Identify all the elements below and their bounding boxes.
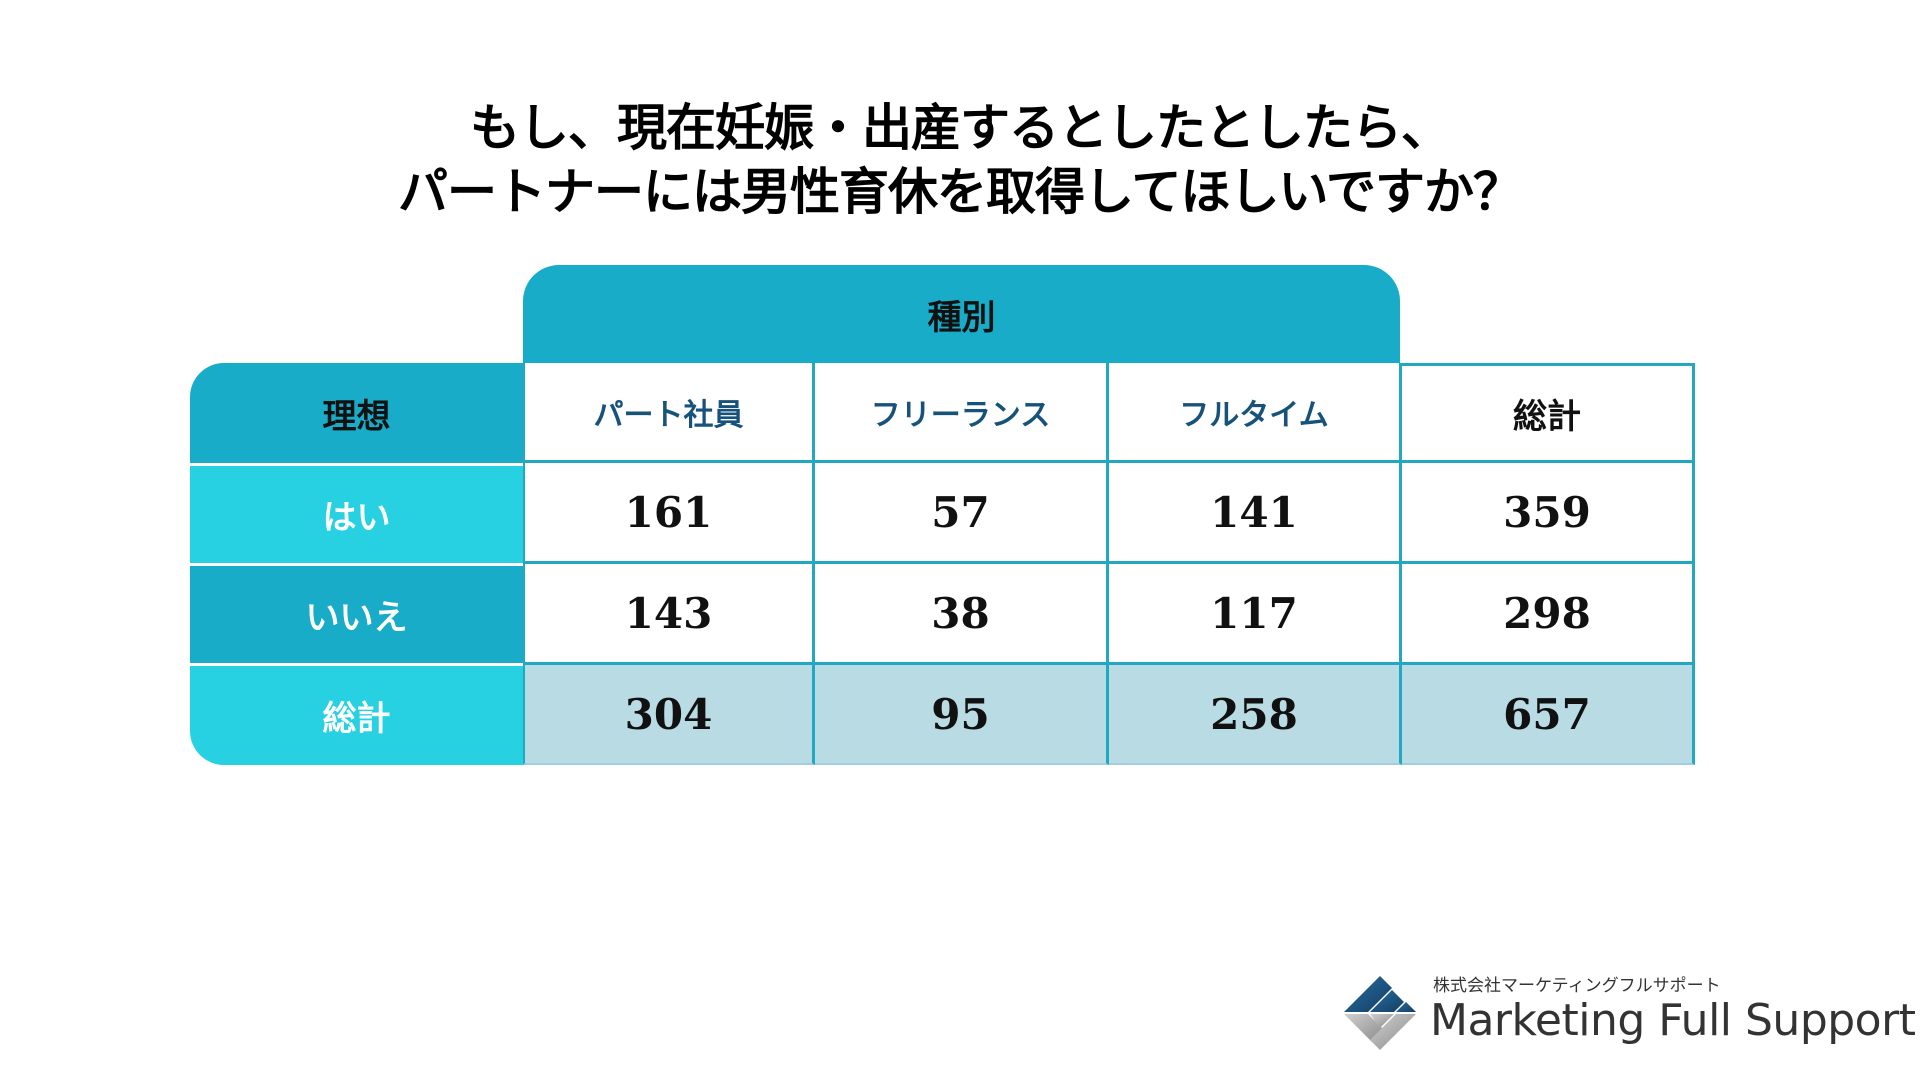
column-header-part-time: パート社員 — [523, 363, 815, 463]
table-cell: 117 — [1109, 564, 1402, 665]
table-cell-total: 95 — [815, 665, 1109, 765]
row-header-yes: はい — [190, 466, 523, 563]
table-cell-total: 258 — [1109, 665, 1402, 765]
table-cell: 161 — [523, 463, 815, 564]
table-cell: 298 — [1402, 564, 1695, 665]
column-header-freelance: フリーランス — [815, 363, 1109, 463]
title-line-2: パートナーには男性育休を取得してほしいですか？ — [398, 163, 1523, 221]
table-cell: 141 — [1109, 463, 1402, 564]
logo-mark-icon — [1344, 976, 1416, 1050]
row-dimension-header: 理想 — [190, 363, 523, 463]
company-logo: 株式会社マーケティングフルサポート Marketing Full Support — [1340, 965, 1916, 1060]
table-cell: 359 — [1402, 463, 1695, 564]
chart-title: もし、現在妊娠・出産するとしたとしたら、 パートナーには男性育休を取得してほしい… — [0, 96, 1920, 224]
table-cell: 143 — [523, 564, 815, 665]
table-cell-total: 657 — [1402, 665, 1695, 765]
column-header-total: 総計 — [1402, 363, 1695, 463]
table-cell: 57 — [815, 463, 1109, 564]
company-name-en: Marketing Full Support — [1430, 995, 1916, 1046]
row-header-no: いいえ — [190, 566, 523, 663]
data-table: パート社員 フリーランス フルタイム 総計 161 57 141 359 143… — [523, 363, 1695, 765]
table-cell: 38 — [815, 564, 1109, 665]
table-cell-total: 304 — [523, 665, 815, 765]
title-line-1: もし、現在妊娠・出産するとしたとしたら、 — [470, 99, 1451, 157]
column-header-full-time: フルタイム — [1109, 363, 1402, 463]
company-name-jp: 株式会社マーケティングフルサポート — [1433, 976, 1721, 996]
column-group-header: 種別 — [523, 265, 1400, 363]
row-header-total: 総計 — [190, 666, 523, 765]
